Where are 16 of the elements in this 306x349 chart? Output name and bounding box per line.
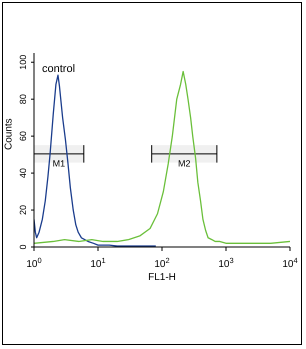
band-label: M2 — [178, 158, 191, 168]
band-label: M1 — [52, 158, 66, 168]
x-tick-label: 10$^{3}$ — [218, 256, 234, 270]
x-tick-label: 10$^{0}$ — [26, 256, 42, 270]
y-axis-title: Counts — [4, 118, 15, 150]
x-tick-label: 10$^{4}$ — [282, 256, 298, 270]
y-tick-label: 40 — [18, 168, 28, 178]
y-tick-label: 20 — [18, 205, 28, 216]
x-tick-label: 10$^{1}$ — [90, 256, 106, 270]
y-tick-label: 60 — [18, 131, 28, 142]
y-tick-label: 80 — [18, 94, 28, 104]
x-axis-title: FL1-H — [148, 272, 176, 284]
x-tick-label: 10$^{2}$ — [154, 256, 170, 270]
annotation: control — [42, 63, 76, 75]
y-tick-label: 0 — [18, 244, 28, 250]
y-tick-label: 100 — [18, 54, 28, 70]
